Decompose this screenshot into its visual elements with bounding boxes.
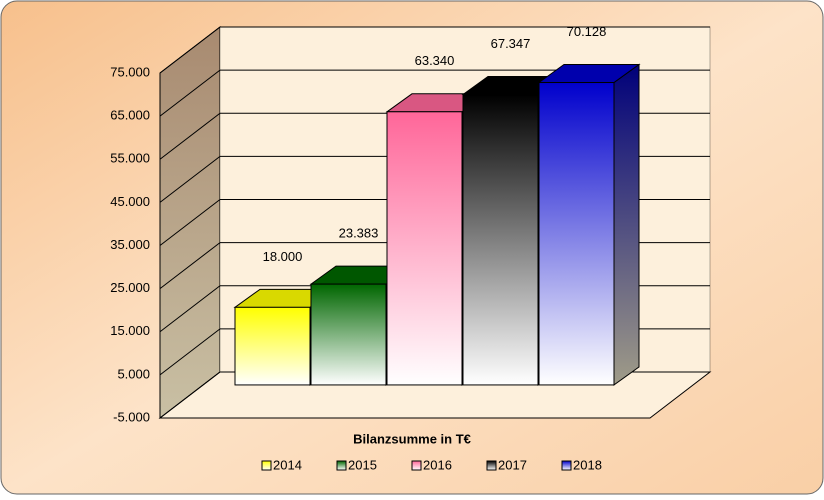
data-label: 23.383 [339, 226, 379, 241]
legend-label: 2014 [273, 457, 302, 472]
data-label: 63.340 [415, 53, 455, 68]
bar [234, 306, 311, 386]
legend-swatch [336, 460, 347, 471]
bar [538, 82, 615, 386]
grid-line [159, 112, 221, 160]
legend-label: 2016 [423, 457, 452, 472]
data-label: 67.347 [491, 36, 531, 51]
grid-line [159, 242, 221, 290]
grid-line [159, 328, 221, 376]
y-tick-label: 75.000 [110, 64, 150, 79]
legend-label: 2015 [348, 457, 377, 472]
grid-line [159, 371, 221, 419]
y-tick-label: -5.000 [113, 409, 150, 424]
bar [310, 283, 387, 386]
y-tick-label: 65.000 [110, 108, 150, 123]
y-tick-label: 55.000 [110, 151, 150, 166]
y-tick-label: 5.000 [117, 366, 150, 381]
legend-label: 2018 [573, 457, 602, 472]
bar-side [613, 63, 640, 386]
x-axis-label: Bilanzsumme in T€ [353, 431, 471, 446]
bar [386, 111, 463, 386]
legend-swatch [486, 460, 497, 471]
legend-swatch [561, 460, 572, 471]
y-tick-label: 45.000 [110, 194, 150, 209]
legend-label: 2017 [498, 457, 527, 472]
legend-swatch [261, 460, 272, 471]
grid-line [159, 199, 221, 246]
grid-line [159, 26, 221, 74]
grid-line [159, 155, 221, 203]
grid-line [159, 285, 221, 333]
grid-line [159, 69, 221, 117]
y-tick-label: 15.000 [110, 323, 150, 338]
y-tick-label: 25.000 [110, 280, 150, 295]
bar [462, 94, 539, 386]
data-label: 18.000 [263, 249, 303, 264]
y-tick-label: 35.000 [110, 237, 150, 252]
legend-swatch [411, 460, 422, 471]
data-label: 70.128 [567, 24, 607, 39]
